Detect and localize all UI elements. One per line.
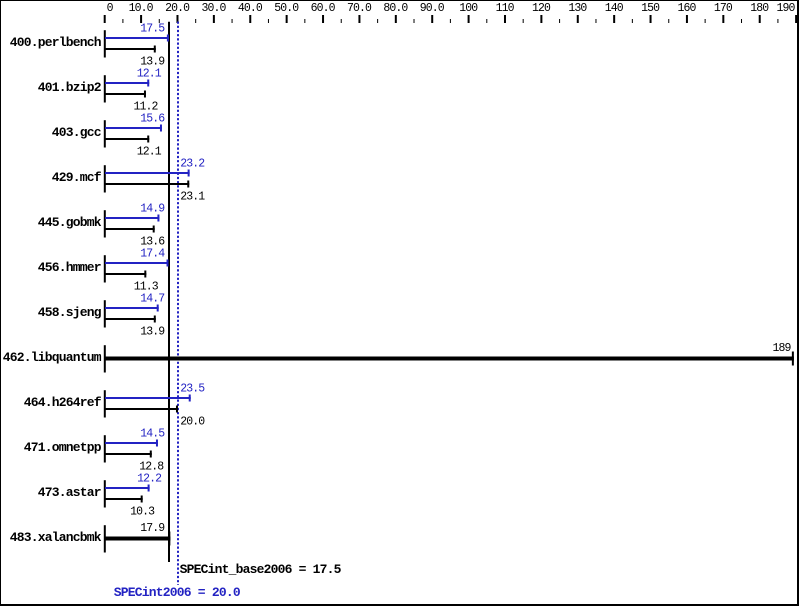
svg-text:SPECint_base2006 = 17.5: SPECint_base2006 = 17.5 — [180, 562, 342, 577]
svg-text:20.0: 20.0 — [165, 2, 190, 15]
svg-text:17.9: 17.9 — [140, 522, 165, 535]
svg-text:12.1: 12.1 — [137, 146, 162, 159]
svg-text:15.6: 15.6 — [140, 112, 165, 125]
svg-text:11.2: 11.2 — [133, 101, 158, 114]
svg-text:14.5: 14.5 — [140, 427, 165, 440]
svg-text:462.libquantum: 462.libquantum — [3, 350, 102, 365]
svg-text:0: 0 — [107, 2, 114, 15]
svg-text:445.gobmk: 445.gobmk — [38, 215, 102, 230]
svg-text:190: 190 — [776, 2, 795, 15]
svg-text:70.0: 70.0 — [347, 2, 372, 15]
svg-text:11.3: 11.3 — [134, 281, 159, 294]
svg-text:60.0: 60.0 — [311, 2, 336, 15]
svg-text:40.0: 40.0 — [238, 2, 263, 15]
svg-text:180: 180 — [750, 2, 769, 15]
svg-text:100: 100 — [459, 2, 478, 15]
svg-text:429.mcf: 429.mcf — [52, 170, 102, 185]
svg-text:130: 130 — [568, 2, 587, 15]
svg-text:13.9: 13.9 — [140, 56, 165, 69]
svg-text:471.omnetpp: 471.omnetpp — [24, 440, 102, 455]
svg-text:189: 189 — [772, 342, 791, 355]
svg-text:401.bzip2: 401.bzip2 — [38, 80, 102, 95]
svg-text:23.2: 23.2 — [180, 157, 205, 170]
svg-text:400.perlbench: 400.perlbench — [10, 35, 102, 50]
svg-text:17.4: 17.4 — [140, 247, 165, 260]
svg-text:473.astar: 473.astar — [38, 485, 101, 500]
svg-text:17.5: 17.5 — [140, 22, 165, 35]
svg-text:12.2: 12.2 — [137, 472, 162, 485]
svg-text:464.h264ref: 464.h264ref — [24, 395, 102, 410]
svg-text:403.gcc: 403.gcc — [52, 125, 102, 140]
svg-text:23.5: 23.5 — [180, 382, 205, 395]
svg-text:150: 150 — [641, 2, 660, 15]
svg-text:140: 140 — [605, 2, 624, 15]
svg-text:SPECint2006 = 20.0: SPECint2006 = 20.0 — [114, 585, 241, 600]
svg-text:110: 110 — [496, 2, 515, 15]
svg-text:170: 170 — [714, 2, 733, 15]
svg-text:10.3: 10.3 — [130, 506, 155, 519]
svg-text:456.hmmer: 456.hmmer — [38, 260, 101, 275]
svg-text:13.6: 13.6 — [140, 236, 165, 249]
svg-text:13.9: 13.9 — [140, 326, 165, 339]
svg-text:12.1: 12.1 — [137, 67, 162, 80]
svg-text:120: 120 — [532, 2, 551, 15]
svg-text:10.0: 10.0 — [129, 2, 154, 15]
svg-text:14.9: 14.9 — [140, 202, 165, 215]
svg-text:458.sjeng: 458.sjeng — [38, 305, 102, 320]
svg-text:160: 160 — [678, 2, 697, 15]
svg-text:30.0: 30.0 — [201, 2, 226, 15]
svg-text:23.1: 23.1 — [180, 191, 205, 204]
svg-text:12.8: 12.8 — [139, 461, 164, 474]
svg-text:14.7: 14.7 — [140, 292, 164, 305]
svg-text:50.0: 50.0 — [274, 2, 299, 15]
svg-text:20.0: 20.0 — [180, 416, 205, 429]
svg-text:80.0: 80.0 — [383, 2, 408, 15]
svg-text:483.xalancbmk: 483.xalancbmk — [10, 530, 102, 545]
svg-text:90.0: 90.0 — [420, 2, 445, 15]
